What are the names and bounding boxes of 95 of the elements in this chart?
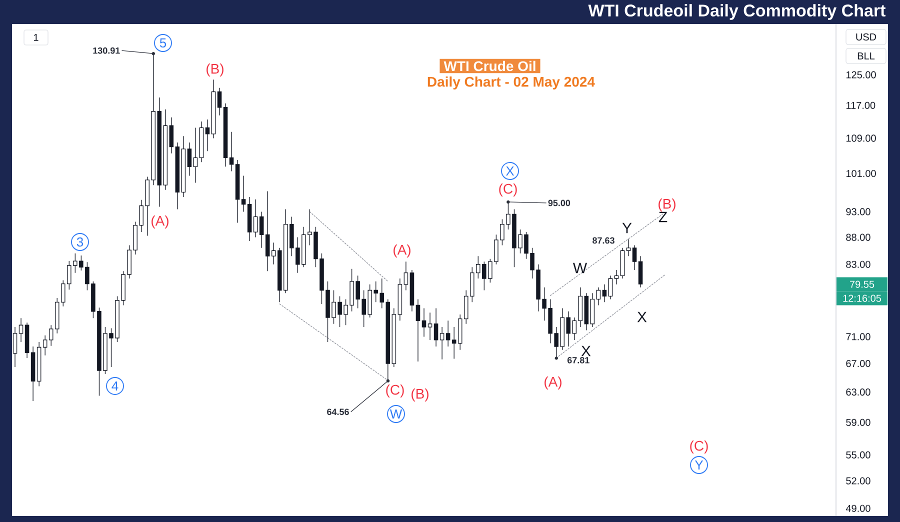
annotation: 130.91 <box>93 47 120 54</box>
annotation: W <box>572 262 588 274</box>
candlestick <box>458 314 462 350</box>
candlestick <box>54 298 60 334</box>
candlestick <box>410 270 414 312</box>
annotation: W <box>390 409 402 418</box>
candlestick <box>42 335 48 356</box>
candlestick <box>584 292 589 331</box>
annotation: 64.56 <box>327 408 349 416</box>
y-tick-label: 71.00 <box>846 333 870 340</box>
candlestick <box>211 79 216 139</box>
annotation: Y <box>622 222 632 234</box>
candlestick <box>392 308 396 368</box>
annotation: (B) <box>412 388 428 402</box>
annotation: (C) <box>499 183 517 197</box>
y-tick-label: 117.00 <box>846 102 876 109</box>
candlestick <box>380 278 384 309</box>
annotation: Daily Chart - 02 May 2024 <box>428 76 595 90</box>
candlestick <box>229 132 234 172</box>
annotation: X <box>637 312 647 322</box>
candlestick <box>428 312 432 340</box>
candlestick <box>253 199 258 238</box>
annotation: (B) <box>658 198 676 212</box>
candlestick <box>223 103 228 168</box>
y-tick-label: 55.00 <box>846 451 870 458</box>
candlestick <box>440 326 444 360</box>
candlestick <box>446 320 450 347</box>
candlestick <box>24 322 30 358</box>
y-tick-label: 101.00 <box>846 170 876 178</box>
annotation: (A) <box>152 215 168 229</box>
annotation: Y <box>694 460 704 470</box>
candlestick <box>241 175 246 212</box>
candlestick <box>590 292 595 328</box>
y-tick-label: 52.00 <box>846 477 870 484</box>
text: USD <box>856 33 876 41</box>
annotation: 3 <box>76 237 84 247</box>
y-tick-label: 109.00 <box>846 134 876 142</box>
candlestick <box>175 142 180 210</box>
candlestick <box>416 298 420 362</box>
candlestick <box>205 119 210 152</box>
y-tick-label: 93.00 <box>846 208 870 216</box>
annotation: WTI Crude Oil <box>444 60 536 72</box>
annotation: 1 <box>34 34 38 41</box>
candlestick <box>169 117 174 154</box>
candlestick <box>464 290 468 324</box>
candlestick <box>638 256 643 288</box>
text: 12:16:05 <box>843 294 882 302</box>
y-tick-label: 59.00 <box>846 418 870 426</box>
candlestick <box>608 275 613 300</box>
candlestick <box>30 346 36 402</box>
annotation: X <box>506 166 514 176</box>
text: BLL <box>858 52 875 60</box>
annotation: (C) <box>386 384 404 398</box>
chart-title: WTI Crudeoil Daily Commodity Chart <box>588 4 886 20</box>
candlestick <box>36 342 42 387</box>
annotation: 4 <box>112 381 118 390</box>
candlestick <box>187 142 192 176</box>
candlestick <box>452 326 456 360</box>
y-tick-label: 67.00 <box>846 360 870 368</box>
candlestick <box>398 278 402 321</box>
candlestick <box>404 261 408 291</box>
y-tick-label: 88.00 <box>846 234 870 241</box>
y-tick-label: 63.00 <box>846 388 870 396</box>
candlestick <box>193 127 198 184</box>
candlestick <box>18 318 24 342</box>
candlestick <box>374 281 378 303</box>
candlestick <box>181 136 186 198</box>
annotation: (A) <box>394 244 410 258</box>
annotation: (C) <box>690 440 708 454</box>
annotation: 87.63 <box>592 237 614 244</box>
candlestick <box>626 238 631 256</box>
candlestick <box>596 286 601 306</box>
y-tick-label: 83.00 <box>846 260 870 268</box>
candlestick <box>217 88 222 116</box>
candlestick <box>235 160 240 224</box>
y-tick-label: 125.00 <box>846 71 876 78</box>
candlestick <box>434 308 438 347</box>
candlestick <box>602 284 607 303</box>
annotation: X <box>581 346 591 356</box>
candlestick <box>247 196 252 242</box>
annotation: (B) <box>206 63 224 77</box>
annotation: 67.81 <box>567 357 590 364</box>
y-tick-label: 49.00 <box>846 504 870 512</box>
annotation: Z <box>658 212 668 222</box>
annotation: (A) <box>544 376 562 390</box>
candlestick <box>422 308 426 338</box>
candlestick <box>48 324 54 346</box>
annotation: 5 <box>160 38 166 48</box>
candlestick <box>632 244 637 270</box>
annotation: 95.00 <box>548 200 570 206</box>
candlestick <box>199 121 204 162</box>
text: 79.55 <box>850 280 874 288</box>
candlestick <box>620 248 625 279</box>
candlestick <box>614 270 619 285</box>
candlestick <box>259 211 264 248</box>
